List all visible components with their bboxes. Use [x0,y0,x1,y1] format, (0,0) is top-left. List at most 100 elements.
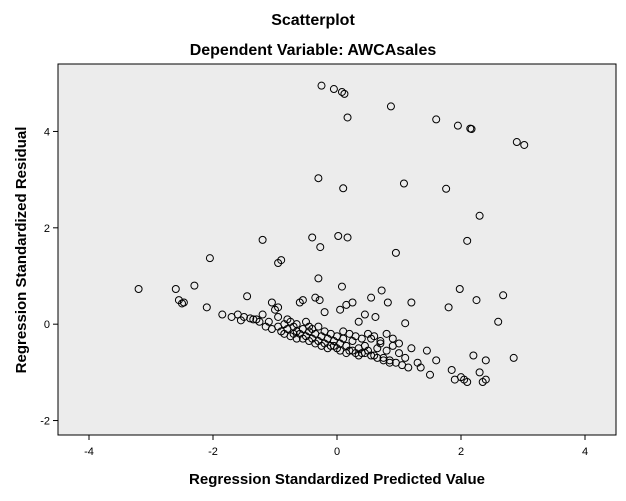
x-tick-label: -2 [208,446,218,458]
data-point [453,121,462,130]
data-point [337,87,346,96]
data-point [348,298,357,307]
data-point [422,346,431,355]
x-axis-label: Regression Standardized Predicted Value [189,471,485,488]
data-point [370,332,379,341]
data-point [475,368,484,377]
data-point [455,285,464,294]
data-point [243,292,252,301]
data-point [481,356,490,365]
data-point [391,248,400,257]
data-point [371,312,380,321]
data-point [274,303,283,312]
data-point [432,115,441,124]
data-point [333,332,341,341]
data-point [401,319,410,328]
data-point [463,236,472,245]
data-point [377,286,386,295]
data-point [426,370,434,379]
data-point [432,356,441,365]
x-tick-label: -4 [84,446,94,458]
data-point [386,102,395,111]
data-point [395,339,403,348]
data-point [179,298,188,307]
data-point [401,353,410,362]
data-point [202,303,211,312]
data-point [190,281,199,290]
y-tick-label: 0 [44,319,50,331]
data-point [336,305,345,314]
data-point [383,298,392,307]
data-point [329,341,338,350]
data-point [509,353,518,362]
data-point [385,358,394,367]
data-points [134,81,529,386]
data-point [447,365,456,374]
data-point [481,375,490,384]
data-point [475,211,484,220]
data-point [267,298,276,307]
data-point [277,256,286,265]
data-point [227,312,236,321]
data-point [171,285,180,294]
data-point [292,320,301,329]
data-point [178,299,186,308]
data-point [343,233,352,242]
data-point [255,317,264,326]
data-point [467,125,476,134]
data-point [314,274,323,283]
data-point [399,179,408,188]
data-point [376,337,385,346]
data-point [348,346,357,355]
data-point [339,184,348,193]
data-point [444,303,453,312]
data-point [416,363,425,372]
data-point [494,317,503,326]
data-point [340,89,349,98]
data-point [382,346,391,355]
chart-subtitle: Dependent Variable: AWCAsales [189,42,437,59]
y-axis: -2 0 2 4 [40,126,58,428]
y-tick-label: 2 [44,223,50,235]
data-point [246,314,255,323]
data-point [258,235,267,244]
x-tick-label: 2 [458,446,464,458]
y-tick-label: -2 [40,416,50,428]
data-point [334,232,343,241]
data-point [298,296,307,305]
x-tick-label: 0 [334,446,340,458]
data-point [499,291,508,300]
y-tick-label: 4 [44,126,50,138]
data-point [388,334,397,343]
data-point [472,296,481,305]
data-point [407,298,416,307]
data-point [367,293,376,302]
data-point [463,378,472,386]
data-point [404,363,413,372]
data-point [357,334,366,343]
data-point [314,174,323,183]
data-point [395,349,403,358]
plot-area [57,63,617,436]
chart-title: Scatterplot [271,12,355,29]
data-point [442,184,451,193]
x-tick-label: 4 [582,446,588,458]
data-point [205,254,214,263]
data-point [512,138,521,147]
data-point [317,81,326,90]
data-point [469,351,478,360]
data-point [407,344,416,353]
data-point [134,285,143,294]
data-point [329,85,338,94]
data-point [343,113,352,122]
data-point [520,140,529,149]
data-point [292,334,301,343]
data-point [337,282,346,291]
data-point [274,312,283,321]
x-axis: -4 -2 0 2 4 [84,435,588,458]
data-point [311,293,320,302]
y-axis-label: Regression Standardized Residual [13,127,30,374]
data-point [314,322,323,331]
data-point [382,329,391,338]
